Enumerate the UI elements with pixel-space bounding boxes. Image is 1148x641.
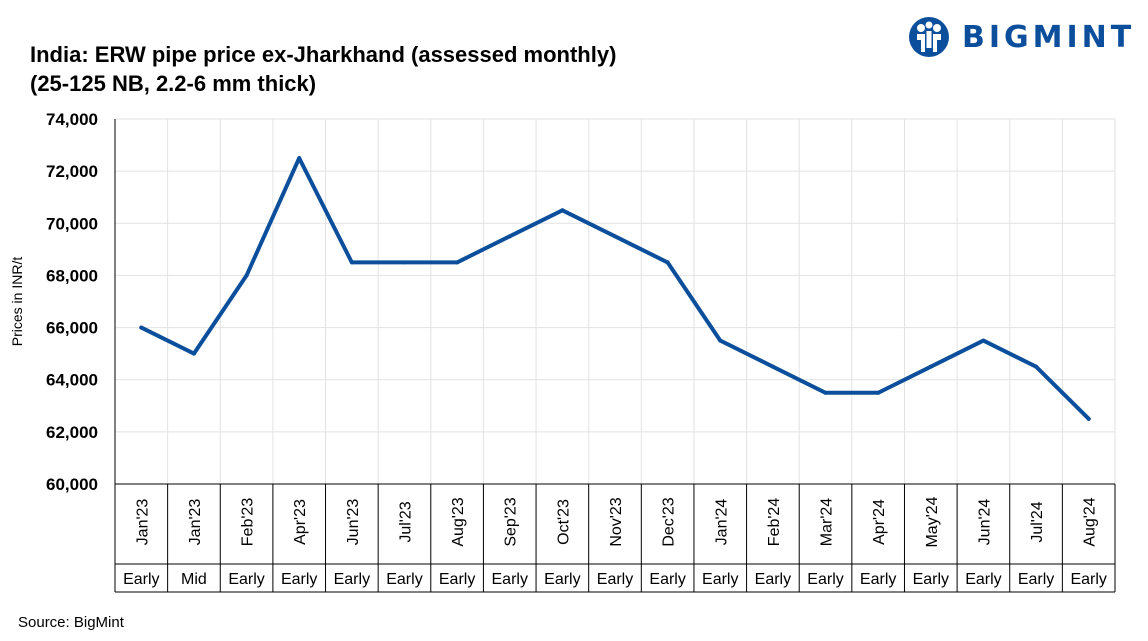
x-tick-label: Jul'23 [397,501,414,542]
x-subcategory-label: Early [1018,571,1054,588]
data-point [560,208,565,213]
x-tick-label: Nov'23 [608,497,625,546]
gridlines [114,118,1116,485]
data-point [1086,416,1091,421]
x-subcategory-label: Early [281,571,317,588]
chart-title: India: ERW pipe price ex-Jharkhand (asse… [30,42,617,67]
x-tick-label: Apr'23 [292,499,309,545]
x-tick-label: Feb'23 [240,498,257,547]
x-tick-label: Dec'23 [661,497,678,546]
data-point [823,390,828,395]
y-tick-label: 60,000 [46,475,98,494]
axes [114,119,1116,593]
x-subcategory-label: Early [228,571,264,588]
bigmint-logo-icon [909,17,949,57]
x-subcategory-label: Mid [181,571,207,588]
x-subcategory-label: Early [544,571,580,588]
y-tick-label: 70,000 [46,214,98,233]
y-tick-label: 64,000 [46,371,98,390]
data-point [139,325,144,330]
series-lines [139,156,1091,421]
y-tick-label: 74,000 [46,110,98,129]
x-subcategory-label: Early [597,571,633,588]
data-point [244,273,249,278]
data-point [349,260,354,265]
data-point [718,338,723,343]
y-tick-labels: 60,000 62,000 64,000 66,000 68,000 70,000 72,0… [46,110,98,494]
brand-logo: BIGMINT [908,12,1135,62]
data-point [191,351,196,356]
data-point [876,390,881,395]
source-note: Source: BigMint [18,614,124,631]
x-tick-label: Mar'24 [819,498,836,547]
data-point [1034,364,1039,369]
x-tick-label: Jun'24 [976,499,993,546]
y-tick-label: 66,000 [46,319,98,338]
x-tick-label: Aug'24 [1082,497,1099,546]
y-axis-label: Prices in INR/t [9,257,25,347]
x-tick-label: Aug'23 [450,497,467,546]
data-point [613,234,617,239]
data-point [981,338,986,343]
x-subcategory-label: Early [860,571,896,588]
x-tick-label: Jun'23 [345,499,362,546]
x-subcategory-label: Early [123,571,159,588]
x-subcategory-label: Early [702,571,738,588]
y-tick-label: 72,000 [46,162,98,181]
data-point [507,234,512,239]
data-point [297,156,302,161]
x-tick-label: May'24 [924,496,941,547]
data-point [928,364,933,369]
x-tick-label: Sep'23 [503,497,520,546]
y-tick-label: 68,000 [46,266,98,285]
x-subcategory-label: Early [1070,571,1106,588]
x-tick-label: Oct'23 [555,499,572,545]
x-tick-label: Apr'24 [871,499,888,545]
data-point [402,260,407,265]
chart-subtitle: (25-125 NB, 2.2-6 mm thick) [30,71,317,96]
x-tick-label: Jul'24 [1029,501,1046,542]
y-tick-label: 62,000 [46,423,98,442]
x-subcategory-label: Early [492,571,528,588]
data-point [455,260,460,265]
x-subcategory-label: Early [965,571,1001,588]
data-point [665,260,670,265]
x-subcategory-label: Early [649,571,685,588]
brand-name: BIGMINT [962,19,1136,55]
x-tick-label: Jan'23 [134,499,151,546]
x-subcategory-label: Early [439,571,475,588]
x-tick-labels: Jan'23 Early Jan'23 Mid Feb'23 Early Apr'23 Ear… [123,496,1107,588]
x-tick-label: Jan'23 [187,499,204,546]
x-subcategory-label: Early [913,571,949,588]
x-tick-label: Feb'24 [766,498,783,547]
x-tick-label: Jan'24 [713,499,730,546]
x-subcategory-label: Early [807,571,843,588]
chart-title-block: India: ERW pipe price ex-Jharkhand (asse… [30,40,616,98]
x-subcategory-label: Early [334,571,370,588]
x-subcategory-label: Early [755,571,791,588]
x-subcategory-label: Early [386,571,422,588]
data-point [770,364,775,369]
